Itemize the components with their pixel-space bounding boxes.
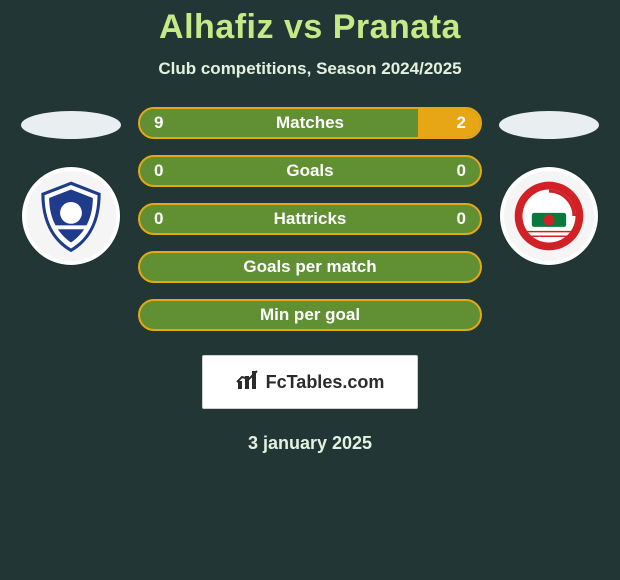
comparison-card: Alhafiz vs Pranata Club competitions, Se… — [0, 0, 620, 580]
watermark-wrap: FcTables.com — [0, 355, 620, 409]
stat-right-value: 0 — [457, 209, 466, 229]
stat-right-value: 0 — [457, 161, 466, 181]
stat-left-value: 0 — [154, 209, 163, 229]
watermark: FcTables.com — [202, 355, 418, 409]
subtitle: Club competitions, Season 2024/2025 — [0, 59, 620, 79]
chart-icon — [236, 369, 260, 396]
stat-right-value: 2 — [457, 113, 466, 133]
stat-row: 0 Hattricks 0 — [138, 203, 482, 235]
stat-label: Matches — [276, 113, 344, 133]
title-right: Pranata — [333, 8, 461, 46]
stat-row-labels: 0 Goals 0 — [140, 157, 480, 185]
stat-label: Hattricks — [274, 209, 347, 229]
body-row: 9 Matches 2 0 Goals 0 0 Hattricks 0 Goals per mat… — [0, 107, 620, 331]
right-crest: PERSIJA — [500, 167, 598, 265]
badge-icon: PERSIJA — [510, 177, 588, 255]
stat-label: Goals per match — [243, 257, 376, 277]
stat-label: Min per goal — [260, 305, 360, 325]
left-ellipse — [21, 111, 121, 139]
stat-row: Goals per match — [138, 251, 482, 283]
stat-label: Goals — [286, 161, 333, 181]
stats-container: 9 Matches 2 0 Goals 0 0 Hattricks 0 Goals per mat… — [138, 107, 482, 331]
page-title: Alhafiz vs Pranata — [0, 8, 620, 47]
left-crest — [22, 167, 120, 265]
title-left: Alhafiz — [159, 8, 274, 46]
right-side: PERSIJA — [496, 107, 602, 265]
right-ellipse — [499, 111, 599, 139]
stat-row: 9 Matches 2 — [138, 107, 482, 139]
stat-row-labels: Min per goal — [140, 301, 480, 329]
date-label: 3 january 2025 — [0, 433, 620, 454]
stat-row-labels: 9 Matches 2 — [140, 109, 480, 137]
stat-left-value: 9 — [154, 113, 163, 133]
stat-row: Min per goal — [138, 299, 482, 331]
shield-icon — [32, 177, 110, 255]
stat-left-value: 0 — [154, 161, 163, 181]
stat-row: 0 Goals 0 — [138, 155, 482, 187]
stat-row-labels: 0 Hattricks 0 — [140, 205, 480, 233]
left-side — [18, 107, 124, 265]
title-vs: vs — [284, 8, 323, 46]
stat-row-labels: Goals per match — [140, 253, 480, 281]
watermark-text: FcTables.com — [266, 372, 385, 393]
svg-text:PERSIJA: PERSIJA — [534, 197, 564, 204]
